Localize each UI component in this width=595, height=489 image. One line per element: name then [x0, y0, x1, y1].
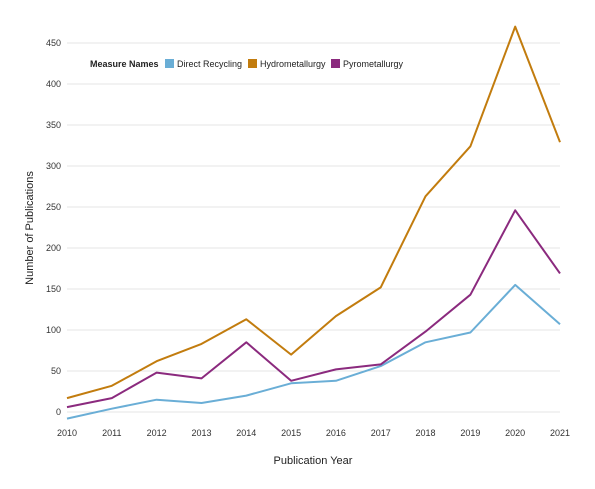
x-tick-label-2010: 2010 — [57, 428, 77, 438]
y-tick-label-400: 400 — [46, 79, 61, 89]
x-tick-label-2015: 2015 — [281, 428, 301, 438]
legend-label-direct-recycling: Direct Recycling — [177, 59, 242, 69]
series-line-direct-recycling — [66, 283, 561, 420]
x-tick-label-2018: 2018 — [416, 428, 436, 438]
x-axis-title: Publication Year — [274, 455, 353, 467]
series-line-hydrometallurgy — [66, 25, 561, 400]
x-tick-label-2020: 2020 — [505, 428, 525, 438]
legend-swatch-direct-recycling — [165, 59, 174, 68]
series-line-pyrometallurgy — [66, 209, 561, 409]
x-tick-label-2011: 2011 — [102, 428, 121, 438]
legend-swatch-pyrometallurgy — [331, 59, 340, 68]
x-tick-label-2017: 2017 — [371, 428, 391, 438]
legend-label-hydrometallurgy: Hydrometallurgy — [260, 59, 326, 69]
y-tick-label-250: 250 — [46, 202, 61, 212]
y-tick-label-50: 50 — [51, 366, 61, 376]
y-tick-label-450: 450 — [46, 38, 61, 48]
legend-swatch-hydrometallurgy — [248, 59, 257, 68]
x-tick-label-2014: 2014 — [236, 428, 256, 438]
series-lines — [66, 25, 561, 420]
x-tick-label-2019: 2019 — [460, 428, 480, 438]
legend-title: Measure Names — [90, 59, 159, 69]
y-tick-label-200: 200 — [46, 243, 61, 253]
x-tick-label-2016: 2016 — [326, 428, 346, 438]
legend: Measure Names Direct Recycling Hydrometa… — [90, 59, 404, 69]
grid-lines — [67, 42, 560, 413]
y-tick-label-100: 100 — [46, 325, 61, 335]
y-axis-title: Number of Publications — [24, 171, 36, 285]
x-tick-label-2013: 2013 — [191, 428, 211, 438]
x-tick-label-2012: 2012 — [147, 428, 167, 438]
y-axis-ticks: 0 50 100 150 200 250 300 350 400 450 — [46, 38, 61, 417]
y-tick-label-300: 300 — [46, 161, 61, 171]
x-tick-label-2021: 2021 — [550, 428, 570, 438]
x-axis-ticks: 2010 2011 2012 2013 2014 2015 2016 2017 2018 2019… — [57, 428, 570, 438]
legend-label-pyrometallurgy: Pyrometallurgy — [343, 59, 404, 69]
y-tick-label-350: 350 — [46, 120, 61, 130]
y-tick-label-0: 0 — [56, 407, 61, 417]
y-tick-label-150: 150 — [46, 284, 61, 294]
